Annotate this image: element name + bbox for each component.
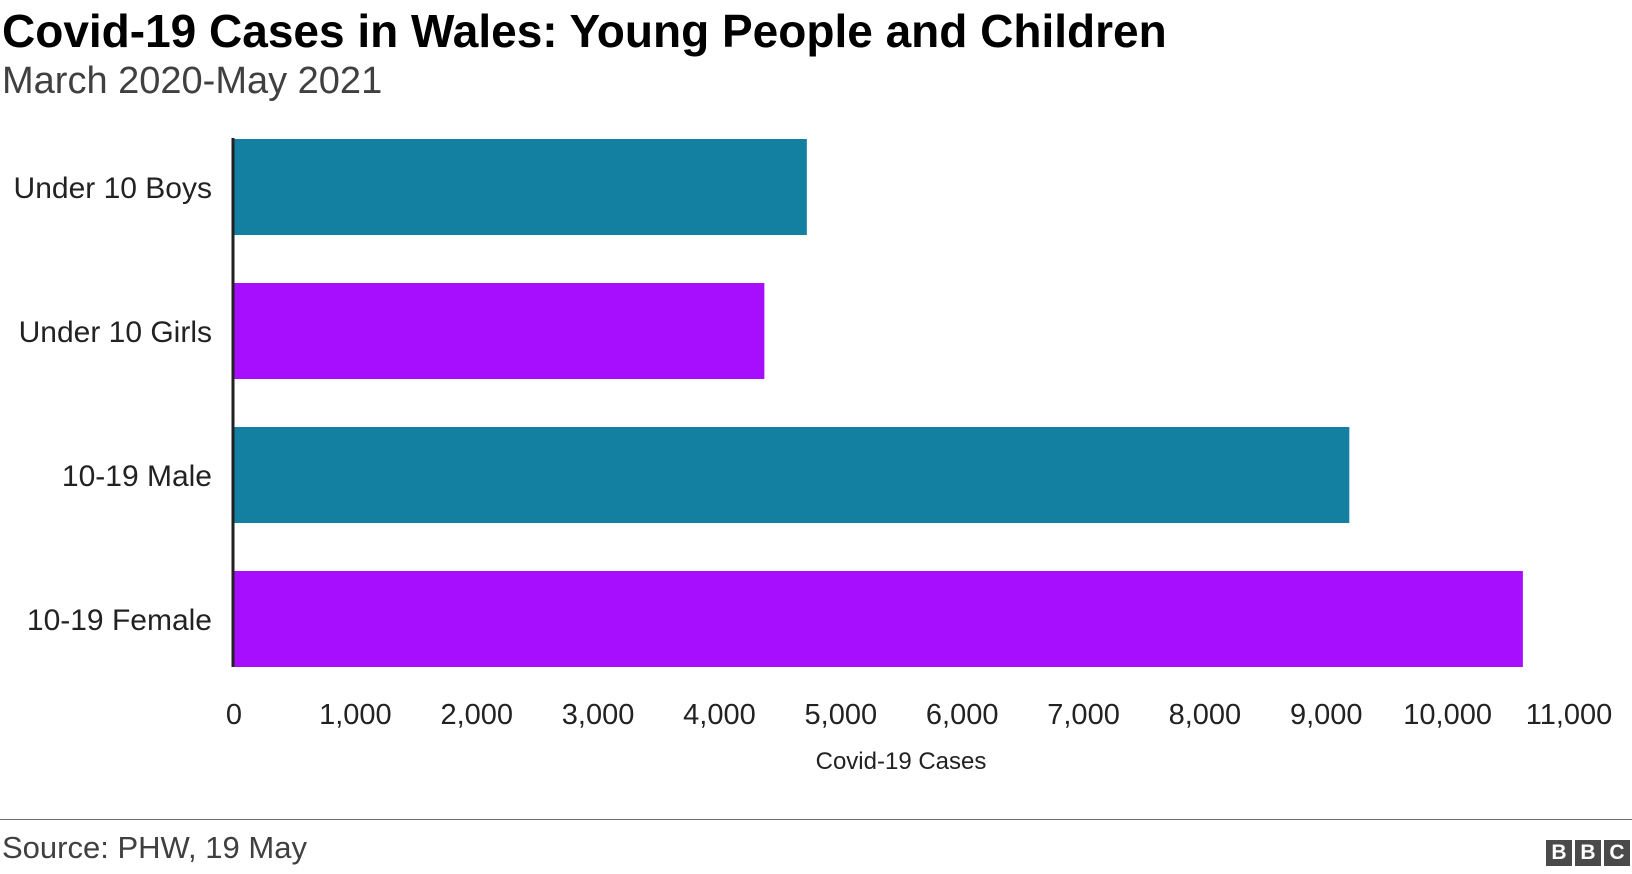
x-tick-label: 9,000 [1290,699,1363,731]
bar-under-10-boys [234,139,807,235]
x-tick-label: 11,000 [1526,699,1613,731]
bbc-logo-letter-1: B [1546,840,1572,866]
footer-divider [0,819,1632,820]
chart-subtitle: March 2020-May 2021 [2,60,383,102]
category-label: Under 10 Boys [14,172,212,205]
bbc-logo-letter-3: C [1604,840,1630,866]
category-label: 10-19 Male [62,460,212,493]
bar-chart: Under 10 Boys Under 10 Girls 10-19 Male 10-… [14,138,1613,775]
category-label: 10-19 Female [27,604,212,637]
x-tick-label: 7,000 [1047,699,1120,731]
bbc-logo-letter-2: B [1575,840,1601,866]
source-note: Source: PHW, 19 May [2,830,307,865]
x-tick-label: 1,000 [319,699,392,731]
x-tick-label: 8,000 [1169,699,1242,731]
chart-title: Covid-19 Cases in Wales: Young People an… [2,5,1167,57]
x-tick-label: 10,000 [1403,699,1492,731]
x-tick-label: 6,000 [926,699,999,731]
x-tick-label: 3,000 [562,699,635,731]
bar-10-19-female [234,571,1523,667]
category-label: Under 10 Girls [19,316,212,349]
x-tick-label: 5,000 [805,699,878,731]
bar-under-10-girls [234,283,765,379]
bbc-logo: B B C [1546,840,1630,866]
x-axis-title: Covid-19 Cases [816,748,987,775]
x-tick-label: 0 [226,699,242,731]
bar-10-19-male [234,427,1350,523]
x-tick-label: 2,000 [440,699,513,731]
x-tick-label: 4,000 [683,699,756,731]
